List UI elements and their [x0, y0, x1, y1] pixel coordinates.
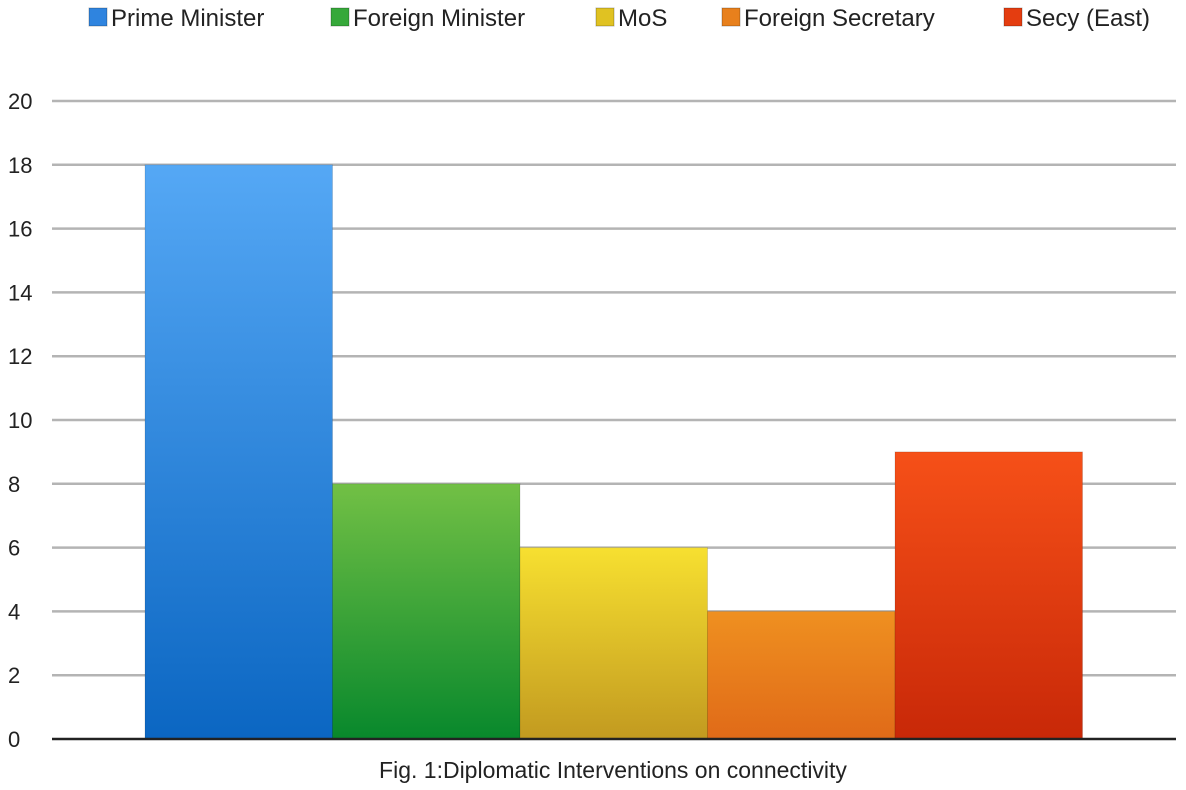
legend-swatch-prime-minister [88, 7, 108, 27]
y-tick-label: 12 [8, 344, 32, 369]
legend-swatch-secy-east [1003, 7, 1023, 27]
y-axis-tick-labels: 0 2 4 6 8 10 12 14 16 18 20 [8, 89, 32, 752]
chart-caption: Fig. 1:Diplomatic Interventions on conne… [379, 757, 847, 783]
bar-mos [519, 547, 708, 740]
legend-swatch-foreign-minister [330, 7, 350, 27]
y-tick-label: 4 [8, 599, 20, 624]
legend-label-foreign-secretary: Foreign Secretary [744, 5, 935, 32]
y-tick-label: 16 [8, 217, 32, 242]
y-tick-label: 2 [8, 663, 20, 688]
bars [144, 164, 1083, 740]
bar-foreign-minister [332, 483, 521, 740]
y-tick-label: 10 [8, 408, 32, 433]
bar-secy-east [894, 451, 1083, 740]
y-tick-label: 6 [8, 536, 20, 561]
legend-label-prime-minister: Prime Minister [111, 5, 264, 32]
bar-prime-minister [144, 164, 333, 740]
legend-label-secy-east: Secy (East) [1026, 5, 1150, 32]
legend-swatch-mos [595, 7, 615, 27]
y-tick-label: 0 [8, 727, 20, 752]
y-tick-label: 18 [8, 153, 32, 178]
legend-label-mos: MoS [618, 5, 667, 32]
legend-label-foreign-minister: Foreign Minister [353, 5, 525, 32]
legend-swatch-foreign-secretary [721, 7, 741, 27]
legend: Prime Minister Foreign Minister MoS Foreign… [88, 5, 1150, 32]
bar-foreign-secretary [707, 610, 896, 740]
y-tick-label: 20 [8, 89, 32, 114]
y-tick-label: 8 [8, 472, 20, 497]
y-tick-label: 14 [8, 280, 32, 305]
